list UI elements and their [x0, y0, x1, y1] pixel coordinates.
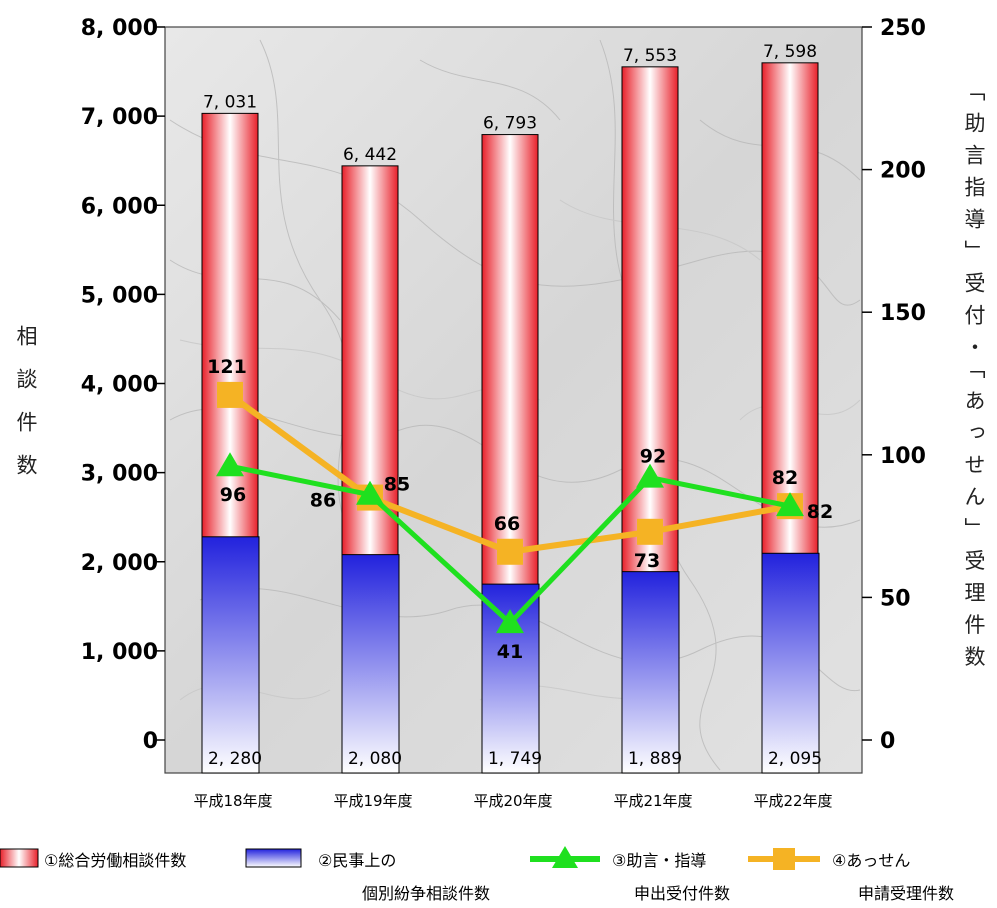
category-label: 平成20年度: [473, 792, 552, 810]
label-civil-disputes: 2, 280: [208, 749, 262, 769]
marker-mediation: [217, 381, 243, 408]
right-axis: 0 50 100 150 200 250: [862, 16, 926, 754]
left-tick-label: 3, 000: [81, 462, 158, 487]
legend-label-advice-1: ③助言・指導: [612, 851, 706, 870]
label-total-consultations: 7, 031: [203, 92, 257, 112]
left-tick-label: 8, 000: [81, 16, 158, 41]
legend-swatch-total: [0, 848, 39, 868]
category-label: 平成19年度: [333, 792, 412, 810]
right-tick-label: 200: [880, 159, 926, 184]
marker-advice-guidance: [216, 452, 244, 477]
label-total-consultations: 7, 553: [623, 46, 677, 66]
bar-civil-disputes: [621, 571, 680, 774]
label-total-consultations: 7, 598: [763, 42, 817, 62]
category-labels: 平成18年度 平成19年度 平成20年度 平成21年度 平成22年度: [193, 792, 832, 810]
series-advice-guidance: [216, 452, 804, 634]
category-label: 平成22年度: [753, 792, 832, 810]
marker-mediation: [637, 518, 663, 545]
left-tick-label: 1, 000: [81, 640, 158, 665]
category-label: 平成21年度: [613, 792, 692, 810]
series-civil-disputes: [201, 536, 820, 774]
bar-civil-disputes: [341, 554, 400, 774]
label-mediation: 66: [494, 513, 520, 535]
left-axis: 0 1, 000 2, 000 3, 000 4, 000 5, 000 6, 000 7, …: [81, 16, 165, 754]
label-civil-disputes: 2, 095: [768, 749, 822, 769]
marker-advice-guidance: [636, 463, 664, 488]
label-mediation: 85: [384, 474, 410, 496]
bar-labels: 7, 031 6, 442 6, 793 7, 553 7, 598 2, 280 2, 0…: [203, 42, 822, 769]
legend-label-total: ①総合労働相談件数: [44, 851, 186, 870]
legend-marker-mediation: [773, 848, 795, 870]
marker-advice-guidance: [356, 480, 384, 505]
label-advice-guidance: 92: [640, 446, 666, 468]
left-tick-label: 5, 000: [81, 283, 158, 308]
left-tick-label: 2, 000: [81, 551, 158, 576]
label-mediation: 121: [207, 356, 247, 378]
left-tick-label: 0: [143, 729, 158, 754]
marker-mediation: [497, 538, 523, 565]
marker-advice-guidance: [496, 609, 524, 634]
left-tick-label: 7, 000: [81, 105, 158, 130]
label-mediation: 82: [772, 467, 798, 489]
legend-label-mediation-2: 申請受理件数: [858, 884, 954, 903]
legend-label-mediation-1: ④あっせん: [832, 851, 910, 870]
right-tick-label: 0: [880, 729, 895, 754]
legend-marker-advice: [552, 846, 578, 868]
left-tick-label: 6, 000: [81, 194, 158, 219]
category-label: 平成18年度: [193, 792, 272, 810]
left-tick-label: 4, 000: [81, 373, 158, 398]
label-civil-disputes: 1, 889: [628, 749, 682, 769]
bar-civil-disputes: [761, 552, 820, 774]
label-advice-guidance: 41: [497, 641, 523, 663]
series-mediation: [217, 381, 803, 565]
label-civil-disputes: 1, 749: [488, 749, 542, 769]
right-tick-label: 150: [880, 301, 926, 326]
right-tick-label: 100: [880, 444, 926, 469]
label-mediation: 73: [634, 550, 660, 572]
point-labels: 96 86 41 92 82 121 85 66 73 82: [207, 356, 833, 663]
legend-label-civil-1: ②民事上の: [318, 851, 396, 870]
label-advice-guidance: 96: [220, 484, 246, 506]
bar-civil-disputes: [201, 536, 260, 774]
right-tick-label: 50: [880, 586, 911, 611]
right-axis-title: 「助言指導」受付・「あっせん」受理件数: [962, 80, 986, 678]
label-civil-disputes: 2, 080: [348, 749, 402, 769]
label-total-consultations: 6, 442: [343, 145, 397, 165]
right-tick-label: 250: [880, 16, 926, 41]
legend-swatch-civil: [245, 848, 302, 868]
left-axis-title: 相談件数: [14, 325, 38, 497]
label-advice-guidance: 86: [310, 490, 336, 512]
label-total-consultations: 6, 793: [483, 114, 537, 134]
label-advice-guidance: 82: [807, 501, 833, 523]
legend-label-civil-2: 個別紛争相談件数: [362, 884, 490, 903]
marker-advice-guidance: [776, 492, 804, 517]
legend: ①総合労働相談件数 ②民事上の 個別紛争相談件数 ③助言・指導 申出受付件数 ④…: [0, 846, 954, 903]
legend-label-advice-2: 申出受付件数: [634, 884, 730, 903]
